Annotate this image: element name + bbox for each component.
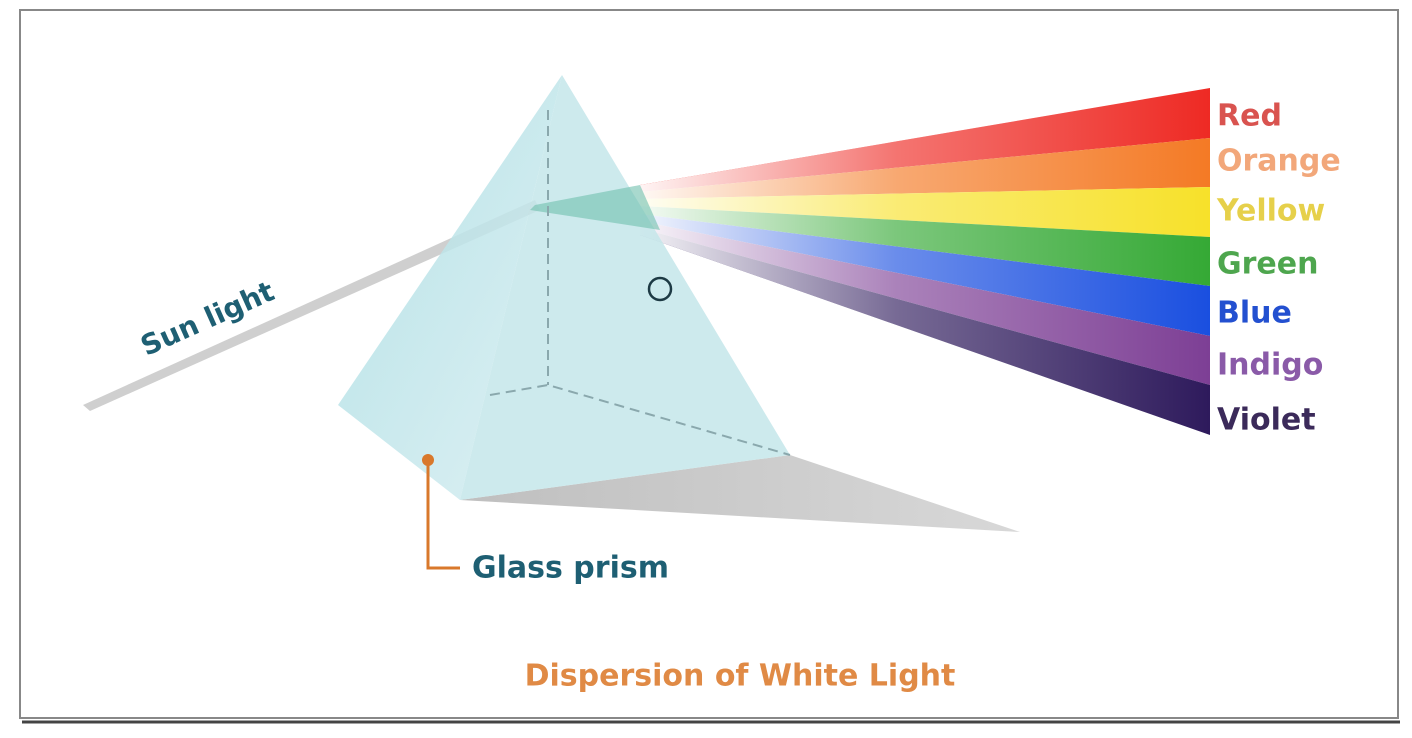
color-label: Yellow — [1216, 194, 1325, 229]
diagram: Red Orange Yellow Green Blue Indigo Viol… — [0, 0, 1412, 738]
caption: Dispersion of White Light — [525, 659, 956, 694]
glass-prism-label: Glass prism — [472, 551, 669, 586]
color-label: Red — [1217, 99, 1282, 134]
color-label: Violet — [1217, 403, 1316, 438]
color-label: Green — [1217, 247, 1318, 282]
color-label: Blue — [1217, 296, 1292, 331]
color-label: Indigo — [1217, 348, 1323, 383]
color-label: Orange — [1217, 144, 1341, 179]
